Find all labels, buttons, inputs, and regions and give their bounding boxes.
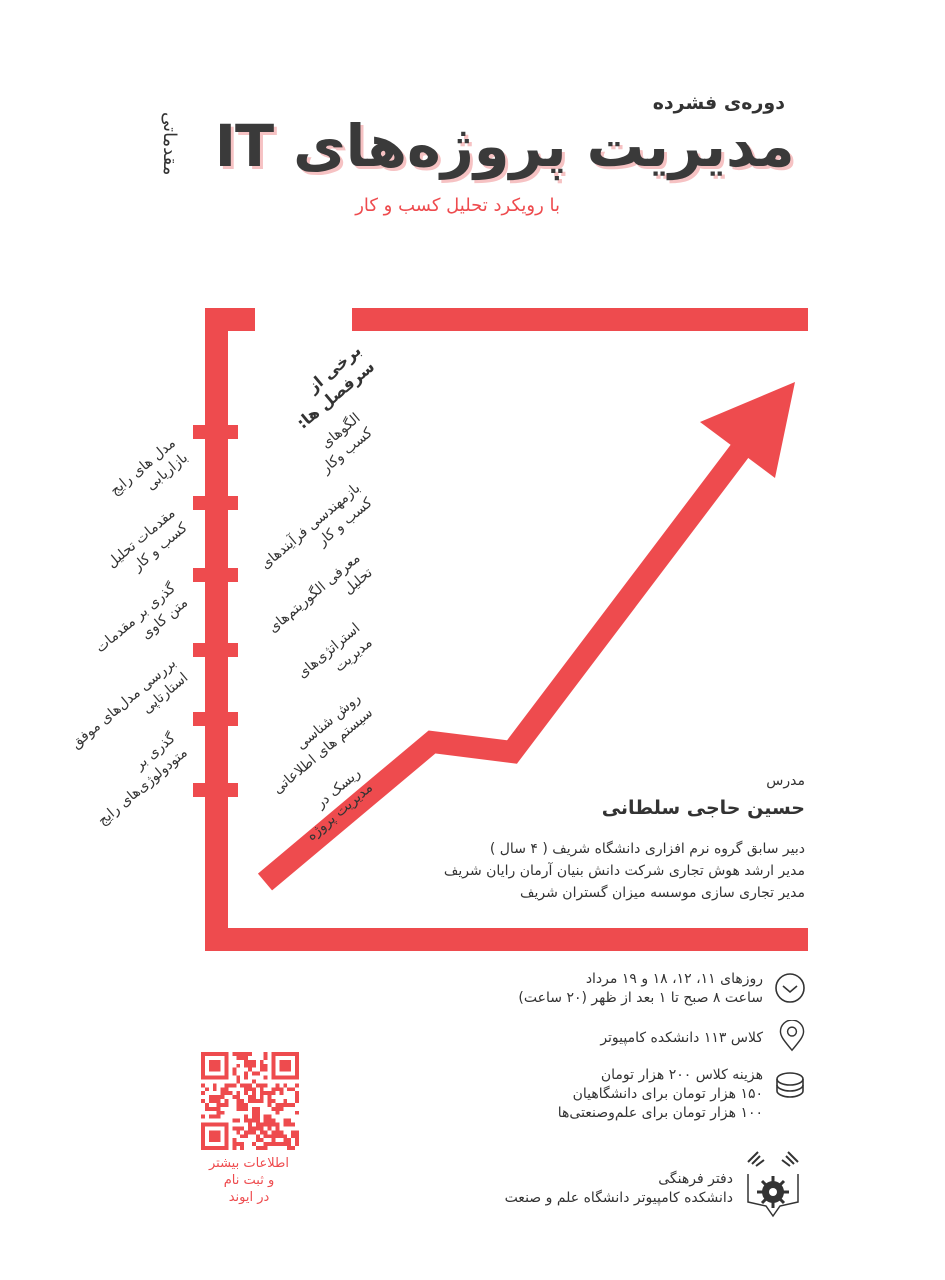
schedule-hours: ساعت ۸ صبح تا ۱ بعد از ظهر (۲۰ ساعت)	[518, 990, 763, 1006]
instructor-bio: دبیر سابق گروه نرم افزاری دانشگاه شریف (…	[444, 838, 805, 904]
frame-tick	[193, 425, 238, 439]
bio-line: مدیر تجاری سازی موسسه میزان گستران شریف	[520, 885, 805, 901]
fees-text: هزینه کلاس ۲۰۰ هزار تومان ۱۵۰ هزار تومان…	[558, 1066, 763, 1123]
organizer-line2: دانشکده کامپیوتر دانشگاه علم و صنعت	[504, 1190, 733, 1206]
frame-tick	[193, 643, 238, 657]
registration-line: و ثبت نام	[223, 1173, 275, 1188]
schedule-days: روزهای ۱۱، ۱۲، ۱۸ و ۱۹ مرداد	[585, 971, 763, 987]
frame-tick	[193, 712, 238, 726]
main-title-box: مدیریت پروژه‌های IT	[215, 112, 796, 180]
clock-icon	[775, 973, 805, 1003]
bio-line: دبیر سابق گروه نرم افزاری دانشگاه شریف (…	[489, 841, 805, 857]
course-type: دوره‌ی فشرده	[652, 92, 785, 114]
instructor-name: حسین حاجی سلطانی	[601, 797, 805, 819]
organizer-line1: دفتر فرهنگی	[658, 1171, 733, 1187]
fee-line: ۱۰۰ هزار تومان برای علم‌وصنعتی‌ها	[557, 1105, 763, 1121]
fee-line: ۱۵۰ هزار تومان برای دانشگاهیان	[572, 1086, 763, 1102]
organizer: دفتر فرهنگی دانشکده کامپیوتر دانشگاه علم…	[505, 1170, 733, 1208]
frame-top-left-bar	[205, 308, 255, 331]
registration-line: در ایوند	[228, 1190, 270, 1205]
schedule-text: روزهای ۱۱، ۱۲، ۱۸ و ۱۹ مرداد ساعت ۸ صبح …	[518, 970, 763, 1008]
instructor-label: مدرس	[766, 773, 805, 789]
subtitle: با رویکرد تحلیل کسب و کار	[355, 195, 560, 216]
qr-code[interactable]	[201, 1052, 299, 1150]
coins-icon	[776, 1072, 804, 1098]
frame-bottom-bar	[205, 928, 808, 951]
location-text: کلاس ۱۱۳ دانشکده کامپیوتر	[600, 1030, 763, 1046]
fee-line: هزینه کلاس ۲۰۰ هزار تومان	[600, 1067, 763, 1083]
frame-tick	[193, 783, 238, 797]
bio-line: مدیر ارشد هوش تجاری شرکت دانش بنیان آرما…	[443, 863, 805, 879]
registration-line: اطلاعات بیشتر	[208, 1156, 290, 1171]
registration-text[interactable]: اطلاعات بیشتر و ثبت نام در ایوند	[199, 1155, 299, 1206]
frame-tick	[193, 568, 238, 582]
location-pin-icon	[779, 1020, 805, 1052]
main-title: مدیریت پروژه‌های IT	[215, 112, 796, 180]
university-logo-icon	[747, 1151, 799, 1218]
frame-tick	[193, 496, 238, 510]
frame-top-right-bar	[352, 308, 808, 331]
